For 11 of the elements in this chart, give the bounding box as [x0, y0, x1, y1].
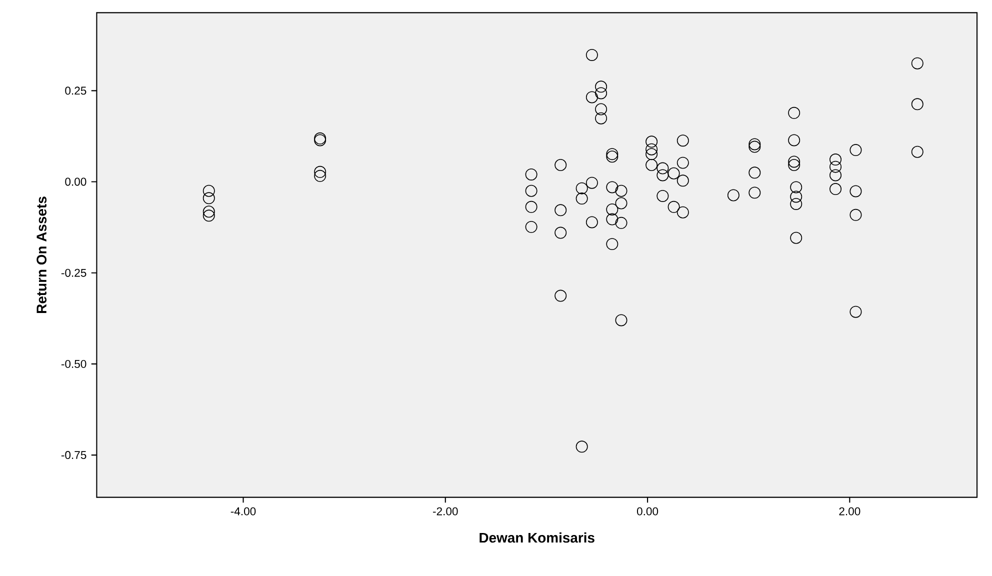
x-tick-label: -4.00 — [230, 507, 256, 516]
x-tick-label: -2.00 — [433, 507, 458, 516]
y-tick-label: -0.75 — [61, 451, 86, 460]
y-tick-label: -0.50 — [61, 360, 86, 368]
y-tick-label: -0.25 — [61, 268, 86, 277]
y-tick-label: 0.25 — [65, 86, 86, 95]
y-axis-title: Return On Assets — [36, 196, 46, 313]
x-tick-label: 0.00 — [636, 507, 658, 516]
y-tick-label: 0.00 — [65, 178, 86, 186]
x-tick-label: 2.00 — [839, 507, 860, 516]
x-axis-title: Dewan Komisaris — [480, 532, 594, 543]
